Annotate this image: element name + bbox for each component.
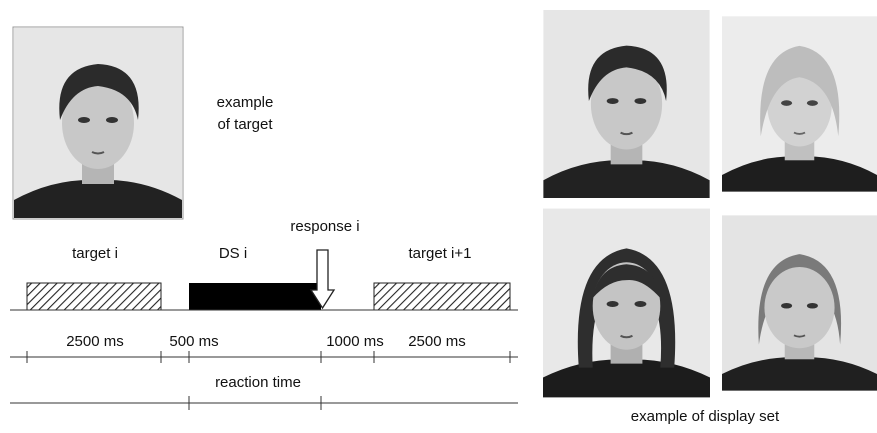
phase-label: target i <box>72 245 118 262</box>
duration-label: 2500 ms <box>408 333 466 350</box>
duration-label: 1000 ms <box>326 333 384 350</box>
response-label: response i <box>290 218 359 235</box>
target-caption: example <box>217 94 274 111</box>
phase-label: DS i <box>219 245 247 262</box>
target-photo <box>12 26 184 220</box>
phase-label: target i+1 <box>409 245 472 262</box>
response-arrow <box>309 249 336 310</box>
target-block <box>373 282 511 311</box>
time-axis <box>10 351 518 363</box>
display-set <box>543 10 877 398</box>
reaction-axis <box>10 396 518 410</box>
display-block <box>189 283 321 310</box>
reaction-label: reaction time <box>215 374 301 391</box>
target-block <box>26 282 162 311</box>
duration-label: 2500 ms <box>66 333 124 350</box>
duration-label: 500 ms <box>169 333 218 350</box>
display-caption: example of display set <box>631 408 780 425</box>
target-caption: of target <box>217 116 273 133</box>
